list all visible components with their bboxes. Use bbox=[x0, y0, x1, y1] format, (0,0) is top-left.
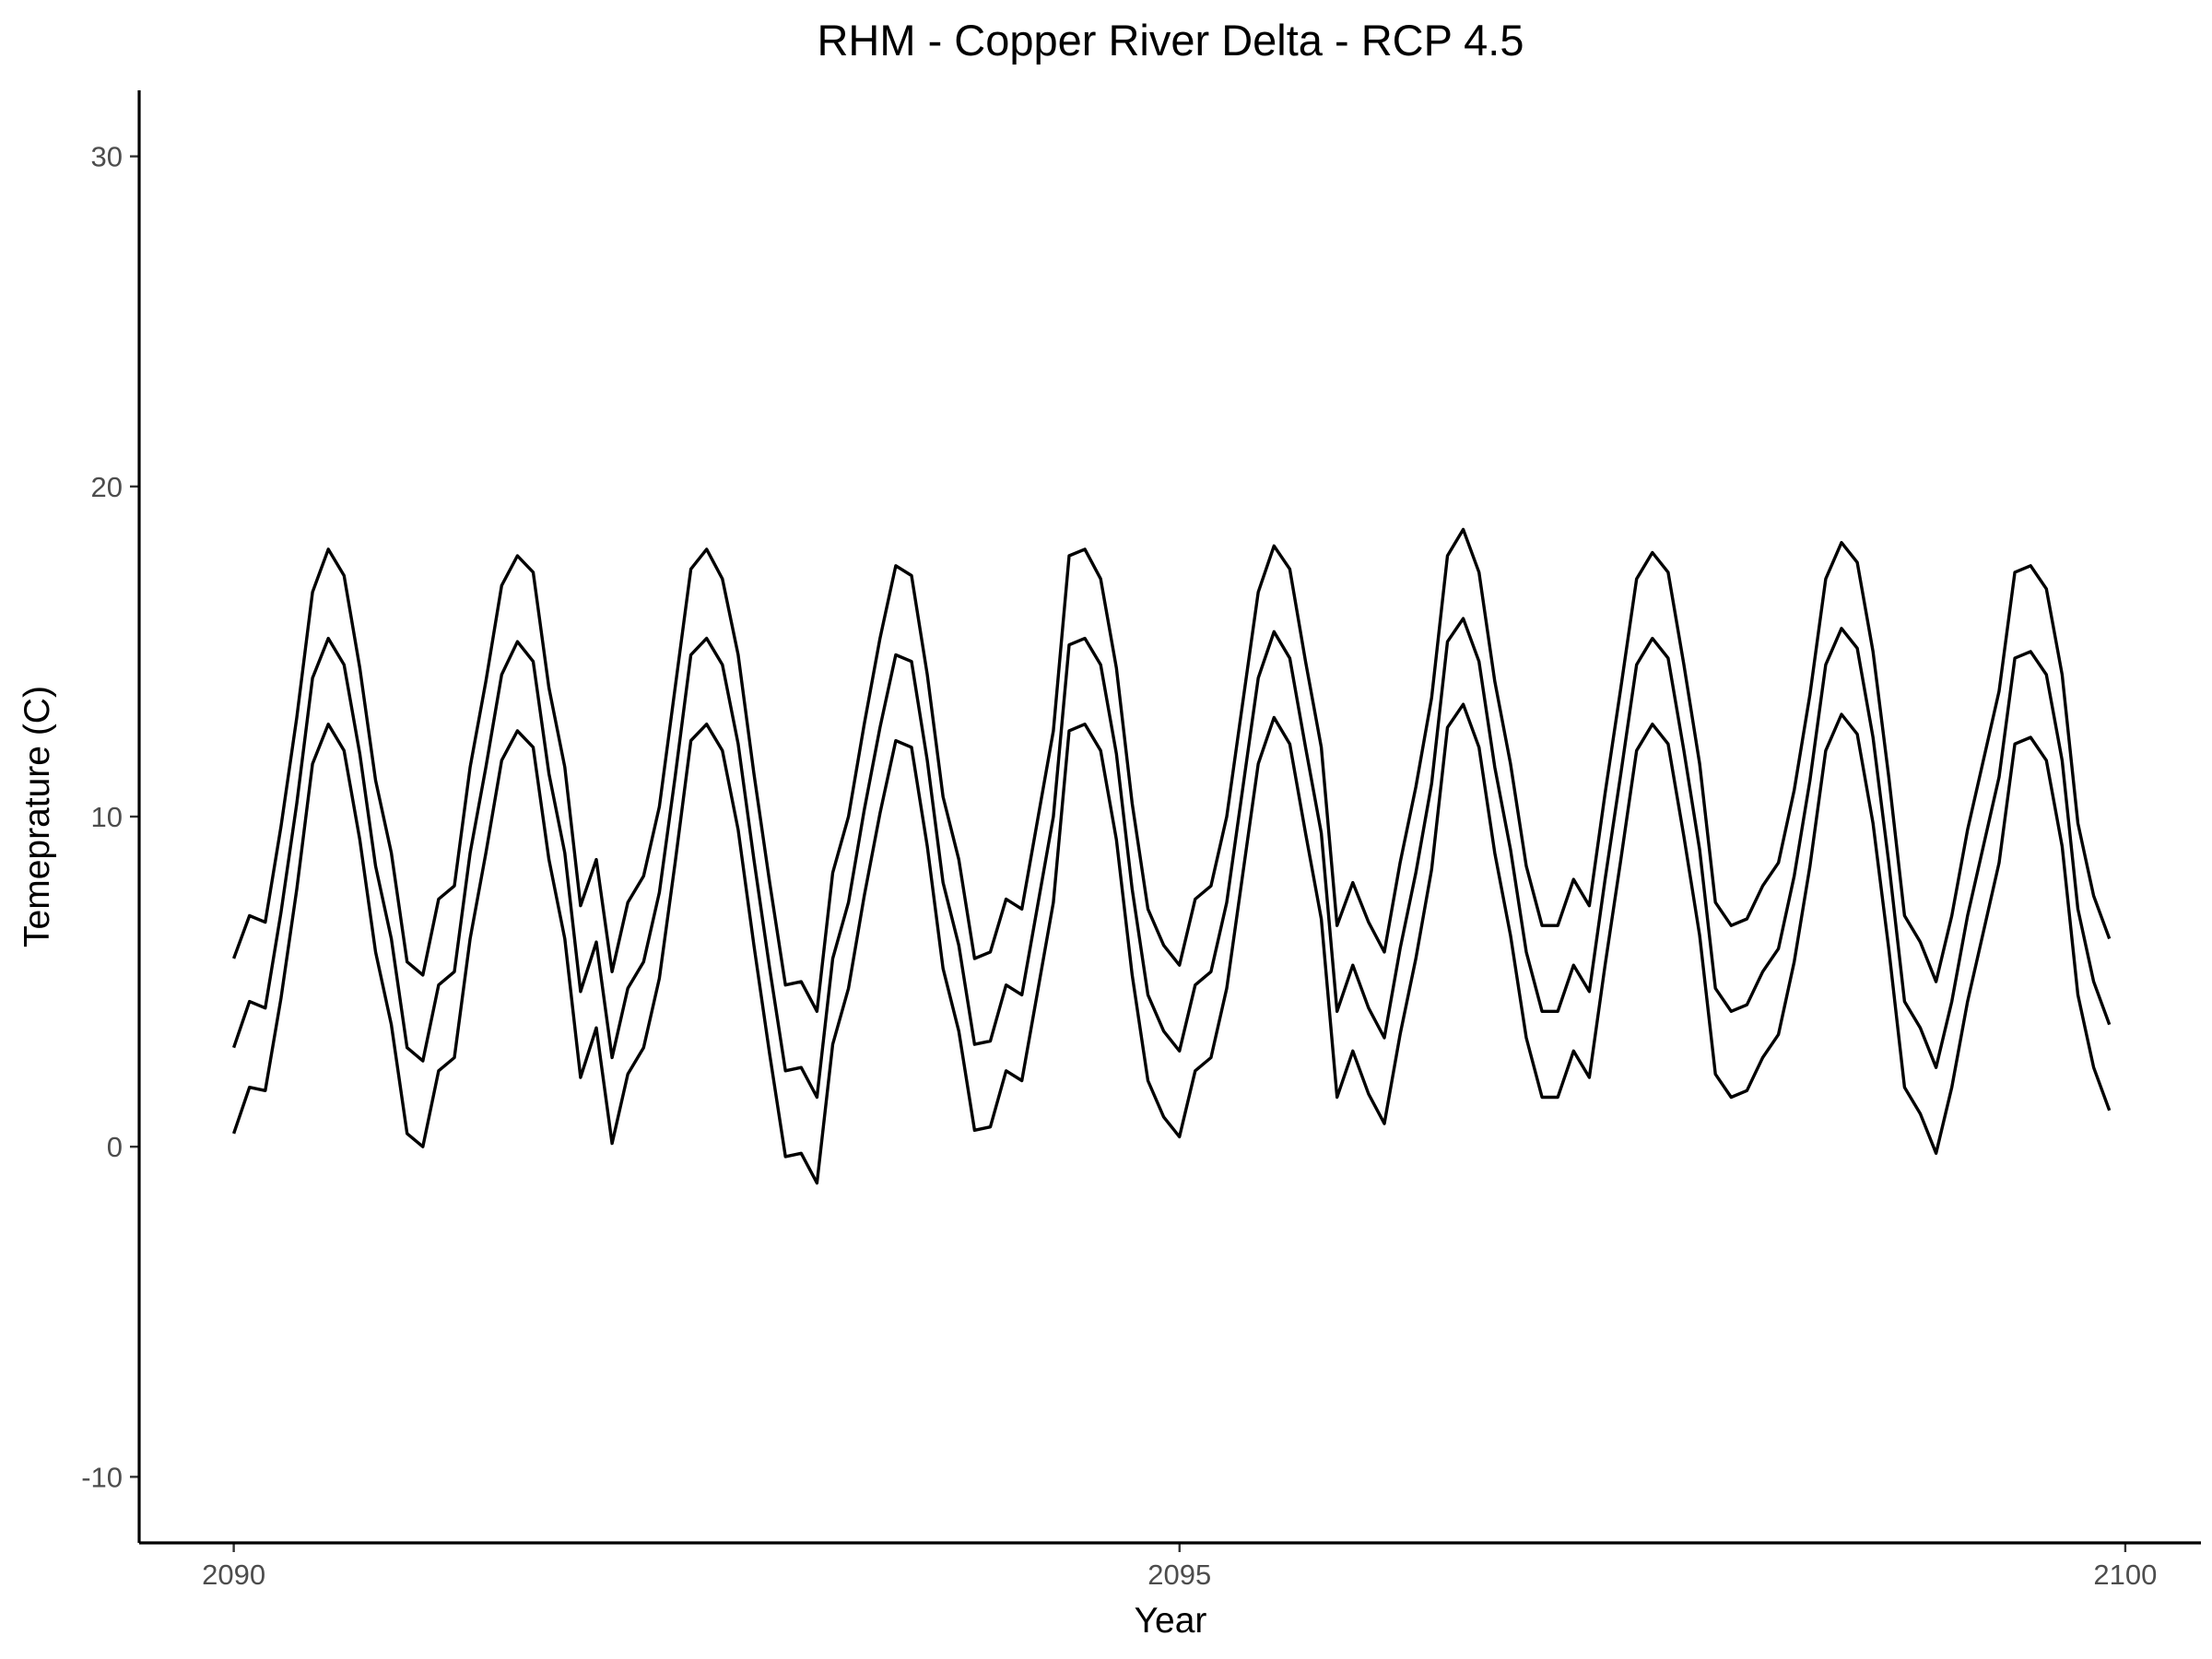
y-tick-label: 30 bbox=[91, 141, 123, 173]
y-tick-label: 0 bbox=[107, 1131, 123, 1163]
x-tick-label: 2095 bbox=[1147, 1559, 1211, 1591]
y-tick-label: -10 bbox=[81, 1461, 123, 1493]
series-layer bbox=[231, 527, 2112, 1185]
y-tick-label: 20 bbox=[91, 471, 123, 503]
x-axis-title: Year bbox=[1135, 1601, 1207, 1641]
plot-area: -10 0 10 20 30 2090 2095 2100 bbox=[81, 90, 2201, 1591]
x-tick-label: 2100 bbox=[2093, 1559, 2157, 1591]
x-tick-label: 2090 bbox=[202, 1559, 265, 1591]
y-tick-label: 10 bbox=[91, 801, 123, 833]
y-axis-ticks: -10 0 10 20 30 bbox=[81, 141, 139, 1493]
series-upper-line bbox=[232, 527, 2112, 1014]
series-lower-line bbox=[231, 702, 2112, 1185]
y-axis-title: Temeprature (C) bbox=[18, 686, 57, 947]
x-axis-ticks: 2090 2095 2100 bbox=[202, 1543, 2157, 1591]
chart-title: RHM - Copper River Delta - RCP 4.5 bbox=[817, 16, 1524, 65]
series-middle-line bbox=[231, 617, 2112, 1100]
